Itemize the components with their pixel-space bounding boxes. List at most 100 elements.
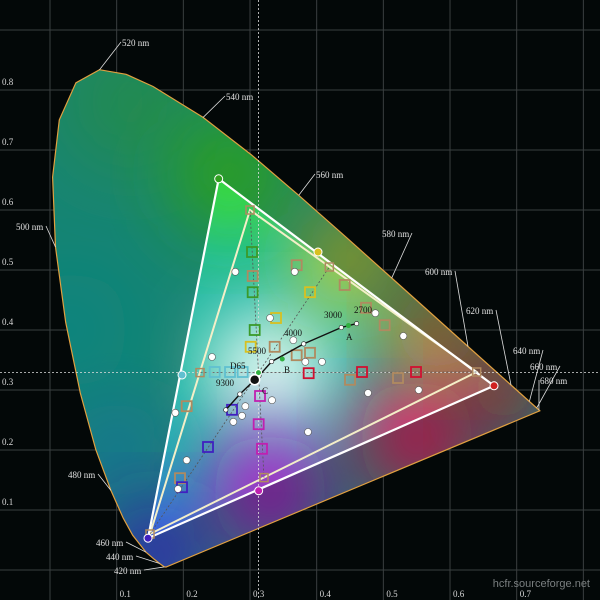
measured-point <box>318 357 326 366</box>
cct-point <box>301 341 307 347</box>
target-square <box>344 373 356 386</box>
wavelength-leader <box>125 541 147 553</box>
measured-point <box>174 485 182 493</box>
wavelength-label: 540 nm <box>226 92 253 102</box>
target-square <box>392 372 404 384</box>
measured-point <box>231 267 240 276</box>
saturation-line-green <box>249 209 259 373</box>
wavelength-label: 580 nm <box>382 229 409 239</box>
cct-point <box>223 407 229 413</box>
cct-point <box>338 325 344 331</box>
measured-point <box>290 267 299 276</box>
measured-point <box>301 357 310 366</box>
x-tick-label: 0.6 <box>453 589 465 599</box>
wavelength-label: 440 nm <box>106 552 133 562</box>
x-tick-label: 0.3 <box>253 589 265 599</box>
wavelength-leader <box>298 173 316 196</box>
target-square <box>338 279 351 291</box>
wavelength-label: 520 nm <box>122 38 149 48</box>
measured-yellow-marker <box>313 247 323 257</box>
target-square <box>202 441 214 453</box>
reference-green-marker <box>245 205 255 215</box>
target-square <box>360 301 372 314</box>
target-square <box>224 366 236 378</box>
reference-red-marker <box>471 367 482 377</box>
measured-red-marker <box>489 381 499 391</box>
cct-label: 3000 <box>324 310 343 320</box>
measured-point <box>399 332 408 340</box>
y-tick-label: 0.4 <box>2 317 14 327</box>
out-of-gamut-shade <box>52 69 540 567</box>
illuminant-point <box>345 323 351 329</box>
y-tick-label: 0.8 <box>2 77 14 87</box>
illuminant-label: A <box>346 332 353 342</box>
cct-point <box>354 321 360 327</box>
wavelength-label: 420 nm <box>114 566 141 576</box>
x-tick-label: 0.7 <box>520 589 532 599</box>
wavelength-leader <box>143 566 165 571</box>
target-square <box>410 366 422 378</box>
measured-cyan-marker <box>177 370 187 380</box>
measured-gamut-triangle <box>146 176 497 541</box>
illuminant-label: B <box>284 365 290 375</box>
target-square <box>246 246 258 258</box>
cct-point <box>269 359 275 365</box>
wavelength-label: 620 nm <box>466 306 493 316</box>
y-tick-label: 0.3 <box>2 377 14 387</box>
color-blob <box>210 312 331 432</box>
y-tick-label: 0.7 <box>2 137 14 147</box>
measured-point <box>268 396 276 405</box>
target-square <box>180 400 193 413</box>
watermark: hcfr.sourceforge.net <box>492 578 590 590</box>
target-square <box>268 340 281 353</box>
wavelength-leader <box>45 225 56 248</box>
reference-cyan-marker <box>195 367 205 378</box>
target-square <box>254 390 266 402</box>
y-tick-label: 0.5 <box>2 257 14 267</box>
x-tick-label: 0.5 <box>386 589 398 599</box>
d65-label: D65 <box>230 361 246 371</box>
measured-point <box>414 386 423 394</box>
measured-point <box>364 389 372 397</box>
wavelength-leader <box>202 95 226 118</box>
measured-point <box>266 314 274 322</box>
cct-label: 5500 <box>248 346 267 356</box>
cct-label: 9300 <box>216 378 235 388</box>
measured-green-marker <box>214 174 224 184</box>
measured-point <box>182 456 191 465</box>
target-square <box>246 270 259 282</box>
measured-blue-marker <box>143 533 153 543</box>
measured-magenta-marker <box>254 486 264 496</box>
saturation-line-yellow <box>258 266 330 373</box>
color-blob <box>52 270 131 390</box>
measured-point <box>229 417 238 426</box>
measured-white-marker <box>248 374 261 386</box>
wavelength-label: 660 nm <box>530 362 557 372</box>
reference-gamut-triangle <box>148 208 479 536</box>
cct-label: 4000 <box>284 328 303 338</box>
wavelength-leader <box>97 473 112 491</box>
wavelength-label: 600 nm <box>425 267 452 277</box>
reference-magenta-marker <box>259 472 269 483</box>
target-square <box>356 366 368 378</box>
target-square <box>302 367 315 380</box>
measured-point <box>208 353 216 361</box>
measured-point <box>171 408 180 417</box>
y-tick-label: 0.1 <box>2 497 13 507</box>
y-tick-label: 0.6 <box>2 197 14 207</box>
target-square <box>246 286 259 299</box>
wavelength-leader <box>99 41 122 70</box>
color-blob <box>60 69 201 172</box>
saturation-line-blue <box>149 372 259 535</box>
reference-yellow-marker <box>324 262 335 272</box>
wavelength-leader <box>454 270 469 347</box>
wavelength-label: 460 nm <box>96 538 123 548</box>
wavelength-label: 640 nm <box>513 346 540 356</box>
measured-point <box>304 428 312 436</box>
target-square <box>252 418 265 431</box>
wavelength-label: 680 nm <box>540 376 567 386</box>
color-blob <box>106 502 207 567</box>
illuminant-point <box>279 356 285 362</box>
